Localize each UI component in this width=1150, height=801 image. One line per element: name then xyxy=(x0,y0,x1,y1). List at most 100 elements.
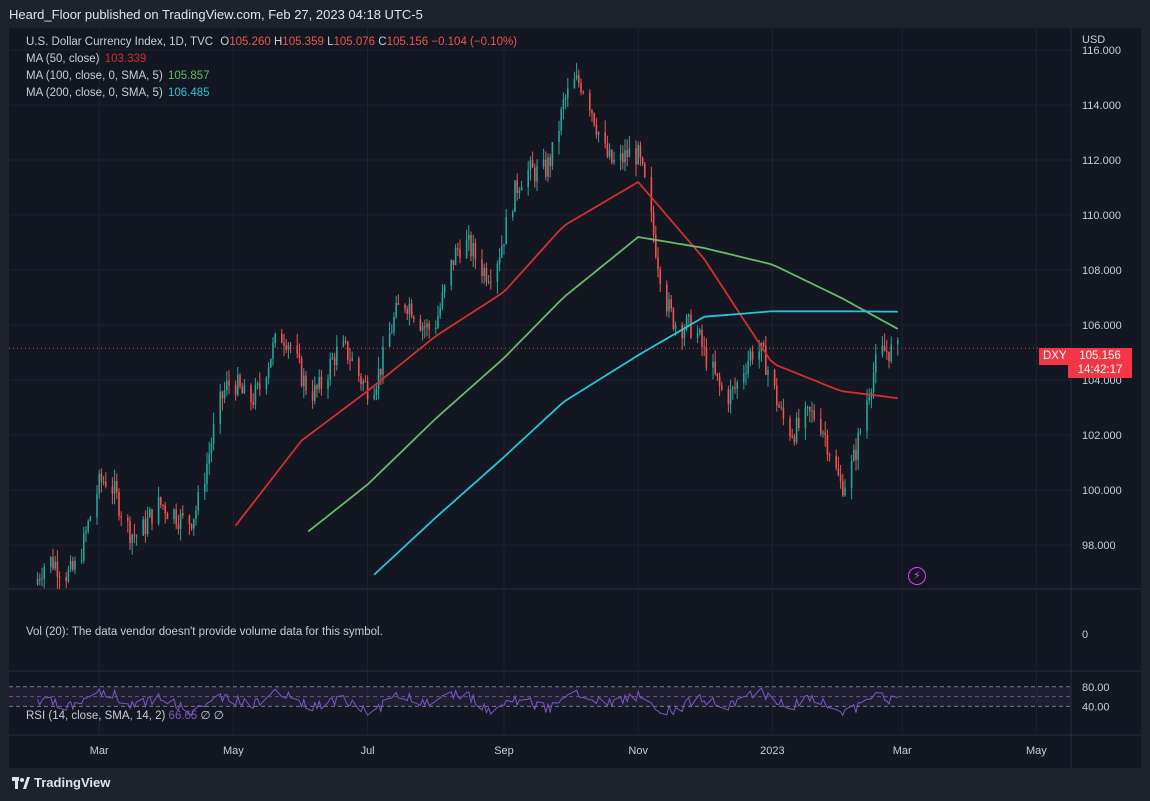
candle-body xyxy=(628,148,631,158)
candle-body xyxy=(274,333,276,343)
candle-body xyxy=(113,481,116,494)
candle-body xyxy=(529,160,532,170)
candle-body xyxy=(96,493,98,517)
candle-body xyxy=(351,358,353,361)
candle-body xyxy=(373,394,375,400)
candle-body xyxy=(575,75,578,80)
chart-svg[interactable]: 116.000 114.000 112.000 110.000 108.000 106.0… xyxy=(9,28,1141,768)
candle-body xyxy=(228,380,230,386)
candle-body xyxy=(318,376,320,389)
candle-body xyxy=(234,385,237,395)
candle-body xyxy=(487,281,490,283)
candle-body xyxy=(883,345,886,352)
candle-body xyxy=(285,345,287,350)
candle-body xyxy=(655,234,657,258)
candle-body xyxy=(39,578,41,580)
candle-body xyxy=(404,304,406,309)
candle-body xyxy=(690,314,692,338)
rsi-label: RSI (14, close, SMA, 14, 2) xyxy=(26,710,166,722)
candle-body xyxy=(729,389,732,405)
change-value: −0.104 (−0.10%) xyxy=(431,36,518,48)
rsi-legend: RSI (14, close, SMA, 14, 2) 66.65 ∅ ∅ xyxy=(26,708,224,722)
candle-body xyxy=(652,212,655,235)
candle-body xyxy=(358,358,360,377)
candle-body xyxy=(65,577,67,581)
candle-body xyxy=(626,150,628,158)
candle-body xyxy=(375,388,378,395)
candle-body xyxy=(252,402,254,405)
candle-body xyxy=(595,124,598,135)
candle-body xyxy=(283,342,285,346)
candle-body xyxy=(839,475,842,482)
candle-body xyxy=(793,436,796,443)
candle-body xyxy=(835,455,837,469)
candle-body xyxy=(120,516,122,518)
candle-body xyxy=(56,561,59,577)
price-tick-label: 116.000 xyxy=(1082,45,1121,57)
candle-body xyxy=(144,519,147,535)
close-value: 105.156 xyxy=(386,36,429,48)
flash-icon[interactable]: ⚡ xyxy=(908,567,926,585)
candle-body xyxy=(83,532,85,561)
candle-body xyxy=(688,314,690,317)
ma100-legend: MA (100, close, 0, SMA, 5) 105.857 xyxy=(26,70,210,82)
volume-note: Vol (20): The data vendor doesn't provid… xyxy=(26,626,383,638)
price-tick-label: 100.000 xyxy=(1082,485,1122,497)
candle-body xyxy=(208,453,210,464)
candle-body xyxy=(564,97,567,100)
candle-body xyxy=(129,520,131,543)
candle-body xyxy=(391,331,393,334)
tradingview-footer[interactable]: TradingView xyxy=(12,775,110,790)
candle-body xyxy=(265,378,268,389)
candle-body xyxy=(437,316,439,328)
candle-body xyxy=(226,380,228,390)
high-label: H xyxy=(273,36,283,48)
candle-body xyxy=(549,157,551,167)
candle-body xyxy=(736,382,738,389)
candle-body xyxy=(41,578,43,580)
candle-body xyxy=(470,235,472,257)
time-tick-label: May xyxy=(223,745,244,757)
candle-body xyxy=(452,260,455,265)
candle-body xyxy=(567,88,569,98)
candle-body xyxy=(380,368,382,375)
price-tick-label: 104.000 xyxy=(1082,375,1122,387)
candle-body xyxy=(133,534,136,536)
candle-body xyxy=(503,244,505,246)
candle-body xyxy=(718,376,721,386)
candle-body xyxy=(758,351,760,360)
candle-body xyxy=(256,383,259,386)
candle-body xyxy=(751,351,754,360)
chart-frame[interactable]: 116.000 114.000 112.000 110.000 108.000 106.0… xyxy=(9,28,1141,768)
last-price: 105.156 xyxy=(1079,350,1121,362)
footer-brand: TradingView xyxy=(34,775,111,790)
candle-body xyxy=(820,419,822,434)
candle-body xyxy=(151,509,153,524)
candle-body xyxy=(705,347,708,368)
candle-body xyxy=(164,505,166,514)
candle-body xyxy=(443,285,446,293)
candle-body xyxy=(872,372,875,392)
candle-body xyxy=(296,345,298,354)
candle-body xyxy=(747,360,749,374)
candle-body xyxy=(468,235,470,240)
time-tick-label: Mar xyxy=(893,745,912,757)
candle-body xyxy=(624,150,626,163)
candle-body xyxy=(501,245,503,258)
candle-body xyxy=(111,486,114,494)
candle-body xyxy=(300,358,303,386)
candle-body xyxy=(806,407,809,409)
candle-body xyxy=(685,316,688,330)
candle-body xyxy=(668,299,670,312)
candle-body xyxy=(542,159,545,167)
candle-body xyxy=(397,303,400,305)
ma200-legend: MA (200, close, 0, SMA, 5) 106.485 xyxy=(26,87,210,99)
candle-body xyxy=(496,263,499,283)
candle-body xyxy=(683,329,686,339)
candle-body xyxy=(472,243,474,257)
candle-body xyxy=(221,391,224,399)
candle-body xyxy=(441,292,444,308)
candle-body xyxy=(281,333,283,343)
rsi-line xyxy=(37,687,898,717)
ma100-label: MA (100, close, 0, SMA, 5) xyxy=(26,70,163,82)
